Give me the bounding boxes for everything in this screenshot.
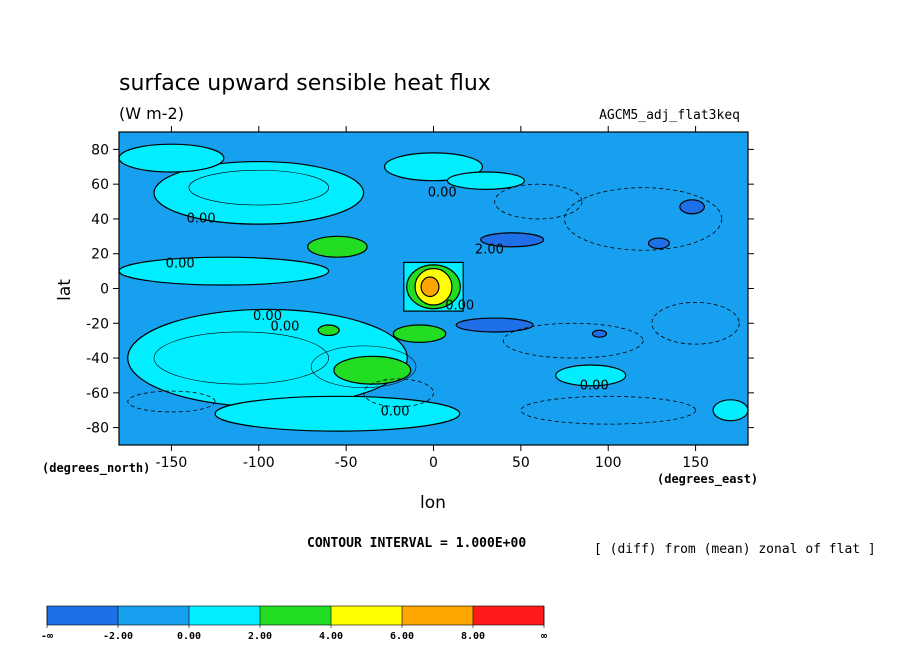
x-unit-label: (degrees_east)	[657, 472, 758, 487]
colorbar-swatch	[47, 606, 118, 625]
max-level-4	[420, 276, 440, 298]
chart-title: surface upward sensible heat flux	[119, 71, 491, 96]
chart-units: (W m-2)	[119, 104, 184, 123]
contour-label-0: 0.00	[428, 185, 457, 200]
x-tick-label: 150	[682, 455, 709, 471]
negative-contour-2	[502, 322, 644, 359]
negative-contour-5	[520, 395, 696, 425]
colorbar-swatch	[189, 606, 260, 625]
contour-label-5: 0.00	[271, 319, 300, 334]
region-light-extra-0	[119, 143, 225, 173]
colorbar-label: -∞	[41, 631, 53, 642]
contour-label-8: 0.00	[381, 404, 410, 419]
colorbar-label: ∞	[541, 631, 547, 642]
region-green-1	[333, 355, 412, 385]
contour-labels: 0.000.000.002.000.000.000.000.000.00	[166, 185, 609, 419]
region-green-2	[392, 324, 447, 344]
dataset-label: AGCM5_adj_flat3keq	[599, 108, 740, 123]
region-green-0	[307, 235, 368, 258]
x-tick-label: -50	[335, 455, 358, 471]
region-negative-9	[591, 329, 608, 338]
region-light-extra-4	[555, 364, 627, 387]
y-tick-label: -20	[86, 316, 109, 332]
negative-contour-6	[127, 390, 216, 413]
contour-lines	[127, 169, 740, 425]
x-tick-label: 50	[512, 455, 530, 471]
y-tick-label: 60	[91, 177, 109, 193]
colorbar-swatch	[331, 606, 402, 625]
region-light-extra-1	[383, 152, 484, 182]
region-negative-6	[455, 317, 534, 333]
y-unit-label: (degrees_north)	[42, 461, 150, 476]
region-green-3	[317, 324, 340, 337]
region-negative-8	[647, 237, 670, 250]
positive-contour-1	[153, 331, 329, 385]
y-tick-label: 20	[91, 247, 109, 263]
colorbar-label: 2.00	[248, 631, 272, 642]
y-tick-label: 40	[91, 212, 109, 228]
contour-label-1: 0.00	[187, 211, 216, 226]
contour-label-7: 0.00	[580, 378, 609, 393]
y-axis: 80 60 40 20 0 -20 -40 -60 -80	[86, 142, 754, 437]
contour-label-2: 0.00	[166, 257, 195, 272]
contour-label-4: 0.00	[253, 309, 282, 324]
colorbar: -∞ -2.00 0.00 2.00 4.00 6.00 8.00 ∞	[41, 605, 547, 642]
colorbar-swatch	[118, 606, 189, 625]
y-tick-label: -40	[86, 351, 109, 367]
colorbar-swatch	[260, 606, 331, 625]
x-axis: -150 -100 -50 0 50 100 150	[156, 126, 709, 471]
negative-contour-0	[564, 187, 723, 251]
negative-contour-1	[494, 183, 583, 220]
region-light-extra-2	[446, 171, 525, 190]
colorbar-label: 4.00	[319, 631, 343, 642]
colorbar-label: -2.00	[103, 631, 133, 642]
region-light-10	[153, 160, 365, 225]
negative-contour-3	[651, 302, 740, 345]
region-negative-7	[679, 199, 705, 215]
negative-contour-4	[363, 378, 434, 408]
contour-field: 0.000.000.002.000.000.000.000.000.00	[119, 132, 748, 445]
positive-contour-0	[188, 169, 329, 206]
central-maximum	[403, 261, 464, 312]
field-description: [ (diff) from (mean) zonal of flat ]	[594, 542, 876, 557]
contour-label-6: 0.00	[445, 298, 474, 313]
x-tick-label: 0	[429, 455, 438, 471]
y-tick-label: 0	[100, 282, 109, 298]
colorbar-swatch	[402, 606, 473, 625]
colorbar-swatch	[473, 606, 544, 625]
contour-label-3: 2.00	[475, 243, 504, 258]
colorbar-label: 6.00	[390, 631, 414, 642]
contour-interval-text: CONTOUR INTERVAL = 1.000E+00	[307, 536, 526, 551]
colorbar-label: 0.00	[177, 631, 201, 642]
region-negative-5	[480, 232, 545, 248]
x-tick-label: -100	[243, 455, 275, 471]
region-light-12	[119, 256, 330, 286]
positive-contour-2	[310, 345, 417, 388]
y-tick-label: 80	[91, 142, 109, 158]
x-axis-label: lon	[420, 493, 446, 513]
field-regions	[119, 143, 748, 432]
x-tick-label: -150	[156, 455, 188, 471]
region-light-extra-5	[712, 399, 748, 422]
colorbar-label: 8.00	[461, 631, 485, 642]
x-tick-label: 100	[595, 455, 622, 471]
y-tick-label: -60	[86, 386, 109, 402]
region-light-extra-3	[214, 395, 461, 432]
y-tick-label: -80	[86, 421, 109, 437]
y-axis-label: lat	[55, 279, 75, 301]
